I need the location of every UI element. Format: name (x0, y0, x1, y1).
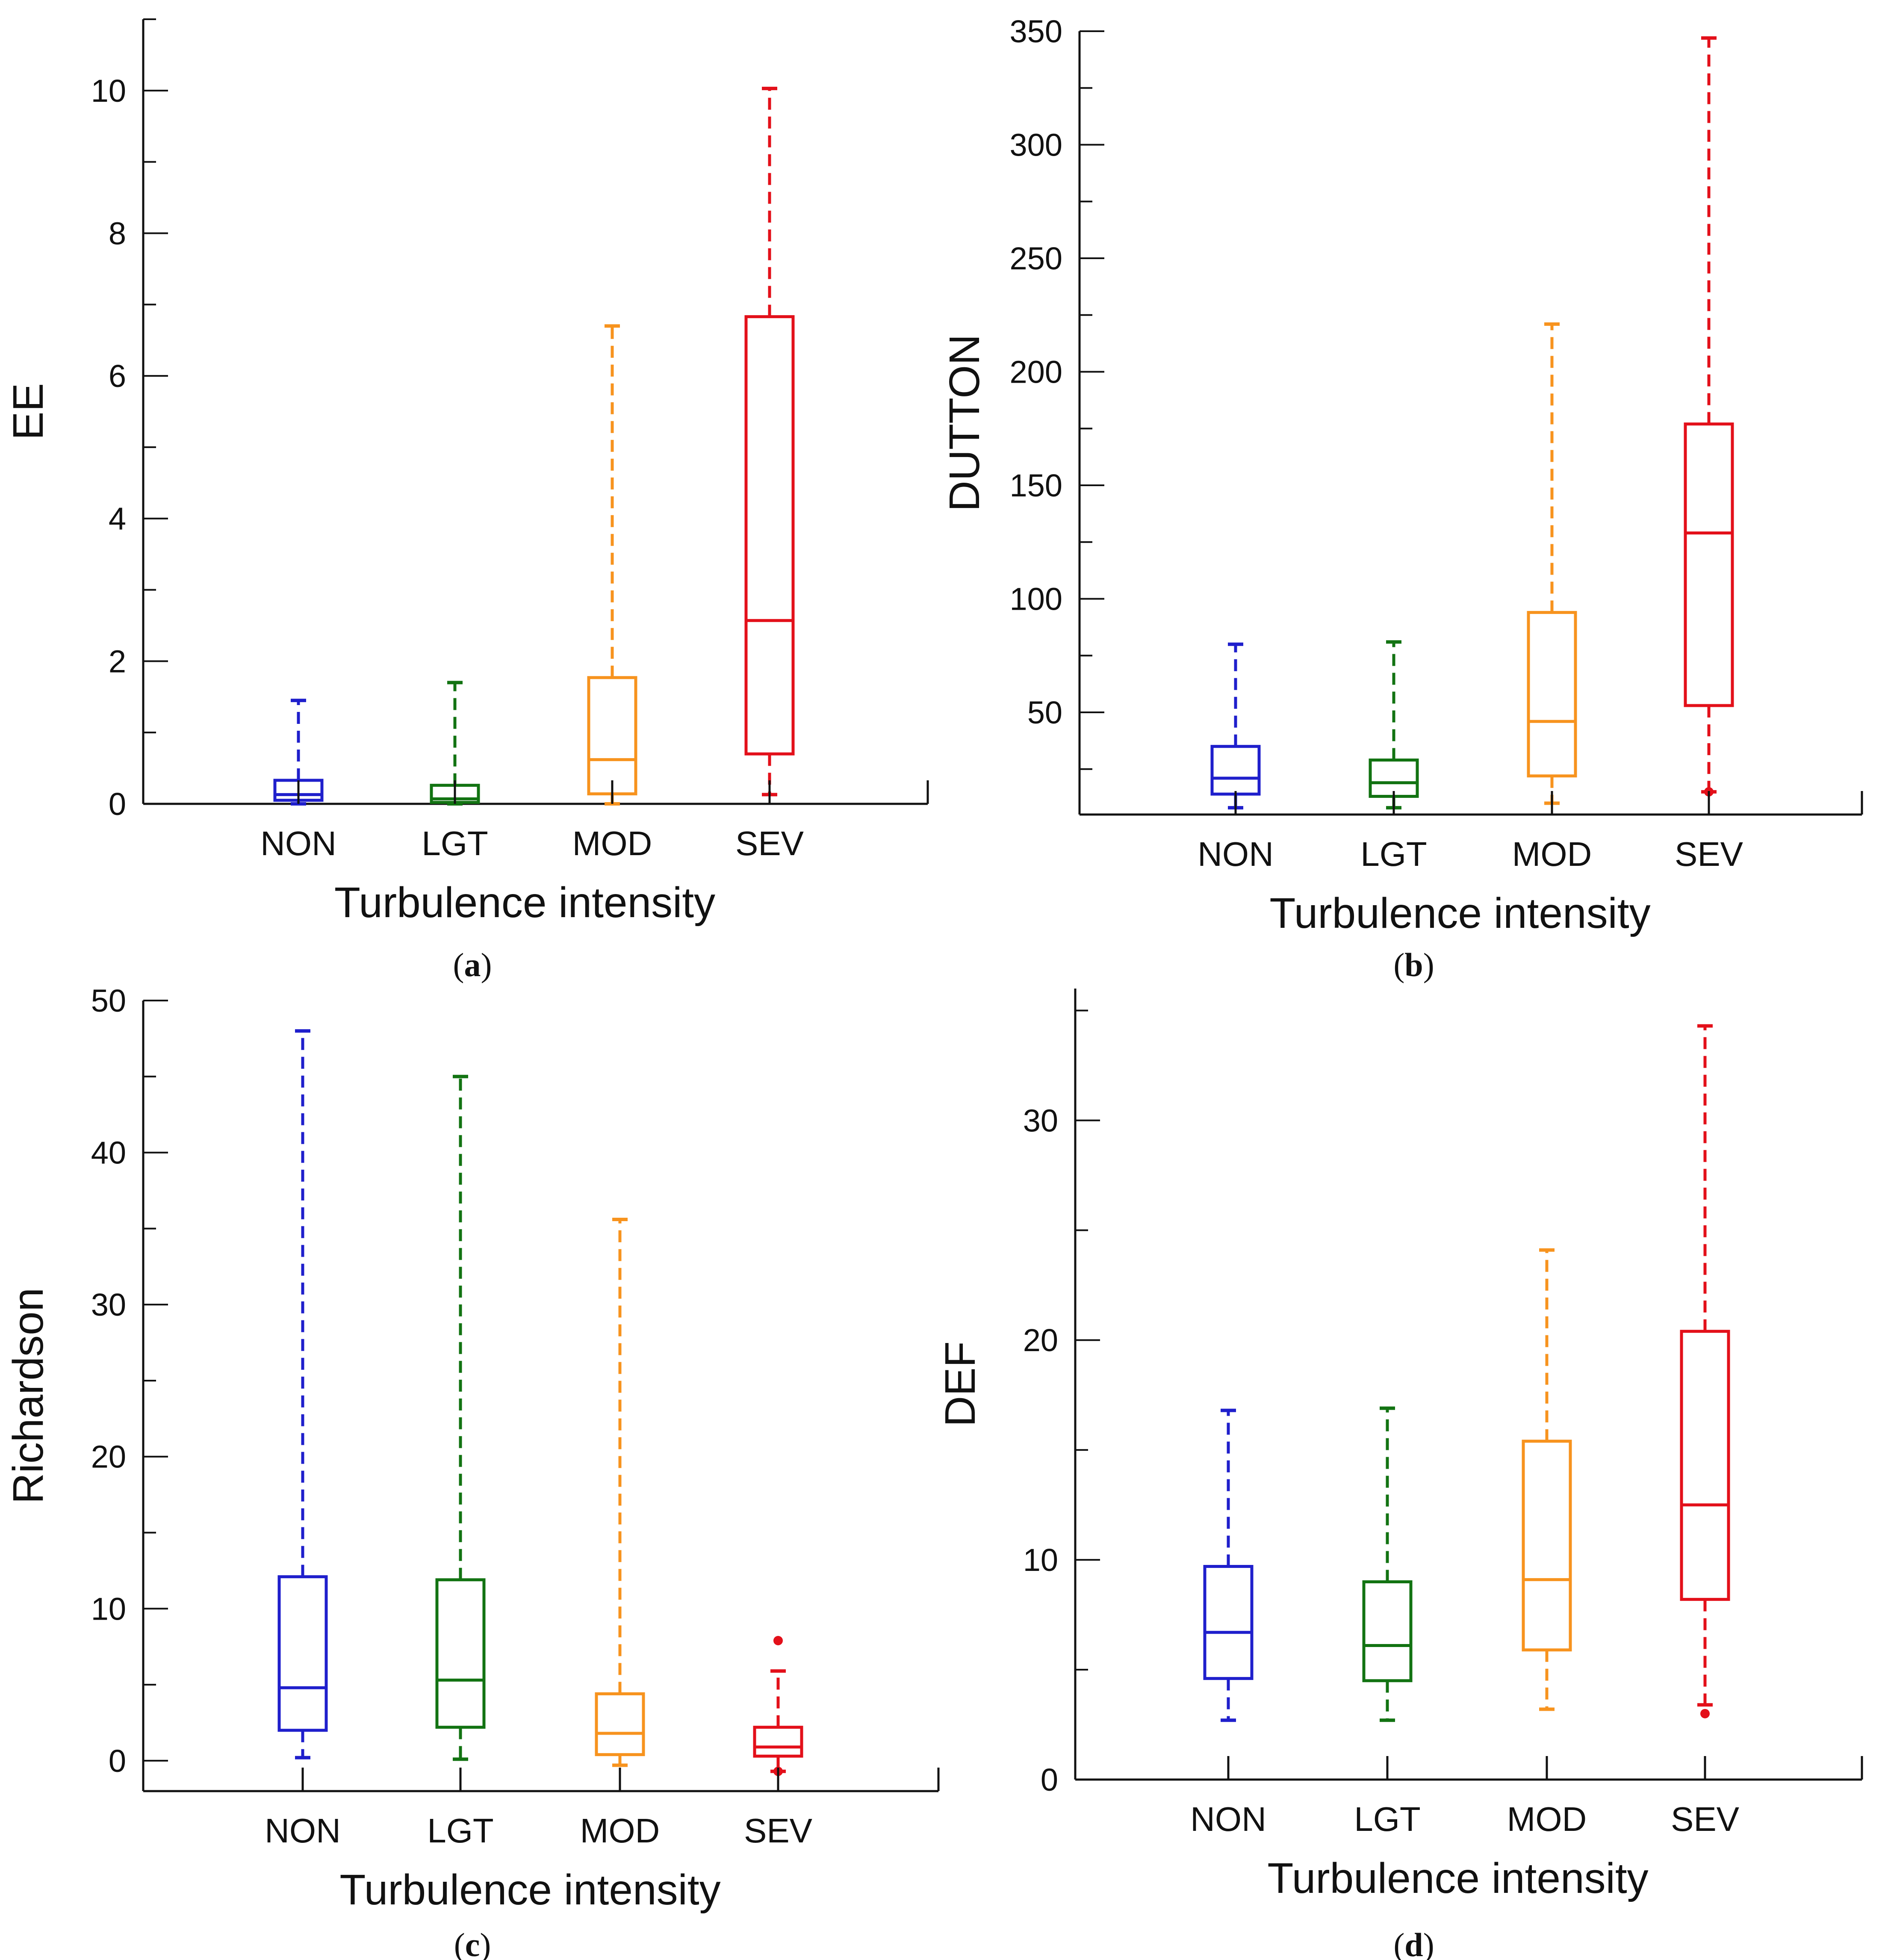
y-tick-label: 30 (1023, 1103, 1058, 1138)
category-label-mod: MOD (580, 1812, 660, 1850)
iqr-box (1527, 611, 1577, 778)
category-label-lgt: LGT (1360, 835, 1427, 873)
boxplot-panel-c: 0 10 20 30 40 50 NON LGT MOD SEV Turbulence intens… (4, 983, 940, 1960)
category-label-mod: MOD (572, 824, 652, 862)
y-tick-label: 10 (91, 1591, 126, 1626)
y-tick-label: 150 (1010, 468, 1062, 503)
iqr-box (753, 1726, 803, 1758)
category-label-non: NON (265, 1812, 341, 1850)
y-tick-label: 300 (1010, 127, 1062, 163)
panel-caption: (b) (1393, 946, 1434, 983)
y-tick-label: 200 (1010, 354, 1062, 390)
y-tick-label: 0 (109, 1743, 126, 1779)
x-axis-title: Turbulence intensity (339, 1866, 720, 1914)
iqr-box (1362, 1580, 1413, 1683)
y-tick-label: 2 (109, 643, 126, 679)
iqr-box (1203, 1565, 1254, 1680)
y-tick-label: 4 (109, 501, 126, 537)
panel-caption: (a) (453, 946, 492, 983)
outlier-point (1700, 1709, 1710, 1718)
category-label-lgt: LGT (427, 1812, 494, 1850)
box-lgt (1362, 1406, 1413, 1722)
iqr-box (744, 315, 795, 756)
category-label-lgt: LGT (422, 824, 488, 862)
boxplot-panel-a: 0 2 4 6 8 10 NON LGT MOD SEV Turbulence intensity E… (4, 18, 929, 983)
iqr-box (1680, 1330, 1730, 1601)
y-tick-label: 10 (91, 73, 126, 109)
y-axis-title: DEF (936, 1341, 984, 1427)
category-label-sev: SEV (744, 1812, 813, 1850)
y-tick-label: 100 (1010, 582, 1062, 617)
y-tick-label: 250 (1010, 241, 1062, 276)
caption-letter: d (1404, 1926, 1423, 1960)
iqr-box (595, 1692, 645, 1756)
y-tick-label: 20 (91, 1439, 126, 1475)
y-tick-label: 40 (91, 1135, 126, 1171)
caption-paren-close: ) (1423, 1926, 1434, 1960)
iqr-box (277, 1575, 328, 1732)
caption-paren-open: ( (453, 946, 464, 983)
category-label-mod: MOD (1512, 835, 1592, 873)
caption-paren-open: ( (1393, 1926, 1404, 1960)
box-non (1210, 642, 1261, 810)
box-non (1203, 1408, 1254, 1722)
box-lgt (435, 1074, 486, 1761)
x-axis-title: Turbulence intensity (334, 879, 715, 927)
iqr-box (1522, 1440, 1572, 1652)
y-axis-title: Richardson (4, 1288, 52, 1504)
x-axis-title: Turbulence intensity (1267, 1854, 1648, 1902)
iqr-box (1210, 745, 1261, 796)
category-label-non: NON (1190, 1800, 1266, 1838)
box-mod (1527, 322, 1577, 805)
y-axis-title: DUTTON (941, 334, 988, 512)
iqr-box (587, 676, 637, 796)
box-mod (587, 324, 637, 806)
box-mod (595, 1218, 645, 1767)
caption-letter: a (464, 946, 481, 983)
outlier-point (773, 1635, 783, 1645)
box-sev (753, 1635, 803, 1776)
box-sev (1680, 1024, 1730, 1718)
y-tick-label: 30 (91, 1287, 126, 1322)
category-label-sev: SEV (1675, 835, 1743, 873)
box-sev (744, 86, 795, 797)
panel-caption: (c) (454, 1926, 491, 1960)
category-label-mod: MOD (1507, 1800, 1587, 1838)
caption-paren-open: ( (454, 1926, 465, 1960)
caption-letter: b (1404, 946, 1423, 983)
y-tick-label: 20 (1023, 1322, 1058, 1358)
y-tick-label: 6 (109, 358, 126, 394)
y-tick-label: 350 (1010, 14, 1062, 49)
category-label-sev: SEV (735, 824, 804, 862)
iqr-box (1369, 759, 1419, 798)
y-tick-label: 10 (1023, 1542, 1058, 1578)
boxplot-panel-d: 0 10 20 30 NON LGT MOD SEV Turbulence intensity D… (936, 989, 1863, 1960)
box-sev (1684, 36, 1734, 797)
caption-paren-close: ) (480, 1926, 491, 1960)
box-lgt (1369, 640, 1419, 810)
iqr-box (1684, 422, 1734, 707)
y-axis-title: EE (4, 383, 52, 440)
category-label-non: NON (1198, 835, 1274, 873)
category-label-lgt: LGT (1354, 1800, 1421, 1838)
x-axis-title: Turbulence intensity (1269, 889, 1650, 937)
y-tick-label: 50 (91, 983, 126, 1018)
y-tick-label: 0 (109, 786, 126, 822)
boxplot-panel-b: 50 100 150 200 250 300 350 NON LGT MOD SEV Turbulen… (941, 14, 1863, 983)
panel-caption: (d) (1393, 1926, 1434, 1960)
box-mod (1522, 1248, 1572, 1711)
caption-paren-close: ) (481, 946, 492, 983)
box-non (277, 1029, 328, 1759)
category-label-sev: SEV (1671, 1800, 1740, 1838)
caption-letter: c (465, 1926, 480, 1960)
y-tick-label: 8 (109, 215, 126, 251)
y-tick-label: 0 (1041, 1762, 1058, 1798)
y-tick-label: 50 (1027, 695, 1062, 730)
iqr-box (435, 1578, 486, 1729)
caption-paren-open: ( (1393, 946, 1404, 983)
category-label-non: NON (260, 824, 336, 862)
caption-paren-close: ) (1423, 946, 1434, 983)
